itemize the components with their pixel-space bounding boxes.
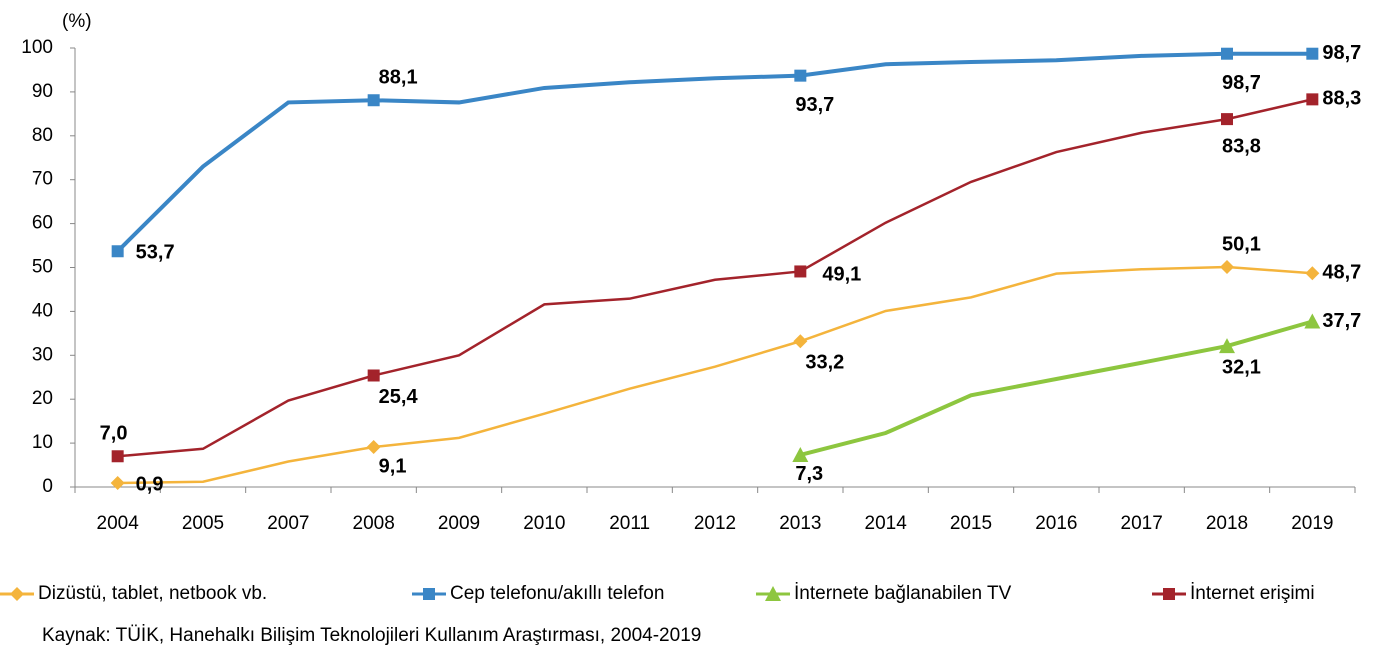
legend-label: İnternete bağlanabilen TV <box>794 583 1012 604</box>
marker <box>1305 266 1320 281</box>
data-label: 50,1 <box>1222 233 1261 255</box>
marker <box>111 245 124 258</box>
data-label: 53,7 <box>136 242 175 264</box>
y-tick-label: 30 <box>32 344 53 365</box>
marker <box>793 334 808 349</box>
x-tick-label: 2008 <box>353 513 395 534</box>
marker <box>1306 47 1319 60</box>
marker <box>1304 313 1321 329</box>
series-line <box>116 51 1313 253</box>
legend-label: İnternet erişimi <box>1190 583 1315 604</box>
data-label: 32,1 <box>1222 356 1261 378</box>
x-tick-label: 2004 <box>97 513 140 534</box>
y-tick-label: 10 <box>32 432 53 453</box>
x-tick-label: 2018 <box>1206 513 1248 534</box>
marker <box>765 586 781 601</box>
y-tick-label: 0 <box>42 476 53 497</box>
marker <box>1220 260 1234 275</box>
marker <box>367 94 380 107</box>
x-tick-label: 2007 <box>267 513 309 534</box>
data-label: 49,1 <box>822 264 861 286</box>
marker <box>10 587 24 601</box>
x-tick-label: 2005 <box>182 513 224 534</box>
data-label: 88,1 <box>379 67 418 89</box>
y-tick-label: 50 <box>32 257 53 278</box>
data-label: 98,7 <box>1322 42 1361 64</box>
series-line <box>117 98 1313 458</box>
data-label: 48,7 <box>1322 261 1361 283</box>
x-tick-label: 2016 <box>1035 513 1077 534</box>
data-label: 88,3 <box>1322 88 1361 110</box>
marker <box>1219 338 1235 354</box>
y-tick-label: 100 <box>21 37 53 58</box>
x-tick-label: 2019 <box>1291 513 1333 534</box>
series-line <box>117 265 1313 485</box>
x-tick-label: 2013 <box>779 513 821 534</box>
series-line <box>799 319 1313 457</box>
marker <box>110 476 125 491</box>
data-label: 7,3 <box>795 463 823 485</box>
y-tick-label: 40 <box>32 300 53 321</box>
x-tick-label: 2015 <box>950 513 992 534</box>
data-label: 7,0 <box>100 423 128 445</box>
x-tick-label: 2011 <box>609 513 650 534</box>
marker <box>111 450 124 463</box>
data-label: 0,9 <box>136 473 164 495</box>
marker <box>1221 113 1233 126</box>
marker <box>794 69 807 82</box>
data-label: 9,1 <box>379 455 407 477</box>
data-label: 37,7 <box>1322 310 1361 332</box>
marker <box>1221 47 1233 60</box>
data-label: 25,4 <box>379 386 419 408</box>
marker <box>366 440 381 455</box>
x-tick-label: 2012 <box>694 513 736 534</box>
y-tick-label: 80 <box>32 125 53 146</box>
legend-label: Cep telefonu/akıllı telefon <box>450 583 664 604</box>
legend-label: Dizüstü, tablet, netbook vb. <box>38 583 267 604</box>
y-tick-label: 60 <box>32 213 53 234</box>
marker <box>423 588 435 600</box>
marker <box>367 369 380 382</box>
y-tick-label: 90 <box>32 81 53 102</box>
x-tick-label: 2010 <box>523 513 565 534</box>
data-label: 93,7 <box>795 94 834 116</box>
data-label: 98,7 <box>1222 72 1261 94</box>
data-label: 83,8 <box>1222 135 1261 157</box>
marker <box>1163 588 1175 600</box>
x-tick-label: 2009 <box>438 513 480 534</box>
data-label: 33,2 <box>805 352 844 374</box>
unit-label: (%) <box>62 11 92 32</box>
y-tick-label: 70 <box>32 169 53 190</box>
marker <box>1306 93 1319 106</box>
marker <box>792 446 809 462</box>
x-tick-label: 2017 <box>1121 513 1163 534</box>
marker <box>794 265 807 278</box>
source: Kaynak: TÜİK, Hanehalkı Bilişim Teknoloj… <box>42 625 701 646</box>
x-tick-label: 2014 <box>865 513 908 534</box>
y-tick-label: 20 <box>32 388 53 409</box>
